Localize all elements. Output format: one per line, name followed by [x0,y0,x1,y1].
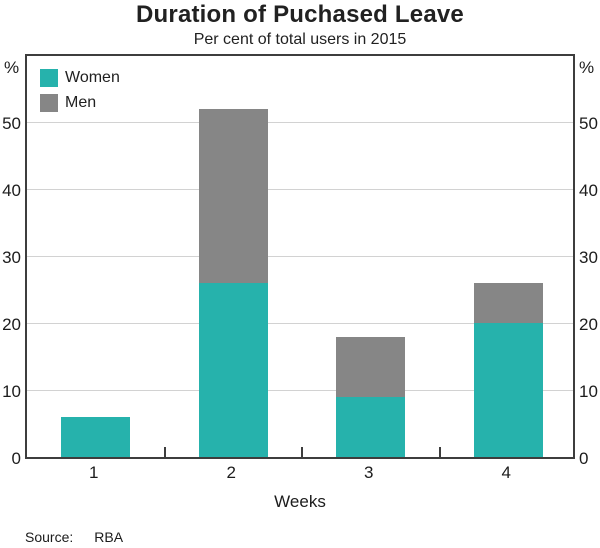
x-tick-label-3: 3 [364,463,374,482]
y-tick-label-left-30: 30 [2,248,21,268]
legend-label-men: Men [65,94,97,111]
x-axis-tick [438,447,441,457]
legend: Women Men [40,69,120,119]
chart-subtitle: Per cent of total users in 2015 [193,31,407,48]
x-axis-tick [301,447,303,457]
x-axis-tick [163,447,166,457]
x-axis-title: Weeks [274,492,326,511]
source-note: Source: RBA [25,529,123,545]
y-tick-label-left-40: 40 [2,181,21,201]
bar-4-women [473,323,543,457]
legend-label-women: Women [65,69,120,86]
bar-3-women [336,396,406,457]
source-value: RBA [94,529,124,545]
y-tick-label-left-0: 0 [11,449,21,468]
y-tick-label-right-20: 20 [579,315,598,335]
y-tick-label-left-10: 10 [2,382,21,402]
bar-1-women [61,416,131,457]
y-tick-label-left-20: 20 [2,315,21,335]
gridline-40 [27,188,573,191]
chart-title: Duration of Puchased Leave [136,1,464,28]
y-tick-label-right-50: 50 [579,114,598,134]
legend-item-women: Women [40,69,120,87]
gridline-50 [27,121,573,124]
x-tick-label-2: 2 [226,463,236,482]
legend-swatch-women [40,69,58,87]
y-axis-unit-left: % [4,58,20,77]
gridline-30 [27,255,573,258]
gridline-10 [27,389,573,392]
plot-area: Women Men [25,54,575,459]
legend-item-men: Men [40,94,120,112]
bar-4-men [473,282,543,324]
x-tick-label-1: 1 [89,463,99,482]
y-axis-unit-right: % [579,58,595,77]
bar-2-women [198,282,268,457]
y-tick-label-right-40: 40 [579,181,598,201]
bar-3-men [336,336,406,397]
bar-2-men [198,108,268,283]
y-tick-label-left-50: 50 [2,114,21,134]
y-tick-label-right-0: 0 [579,449,589,468]
x-tick-label-4: 4 [501,463,511,482]
y-tick-label-right-30: 30 [579,248,598,268]
gridline-20 [27,322,573,325]
legend-swatch-men [40,94,58,112]
y-tick-label-right-10: 10 [579,382,598,402]
source-label: Source: [25,529,74,545]
